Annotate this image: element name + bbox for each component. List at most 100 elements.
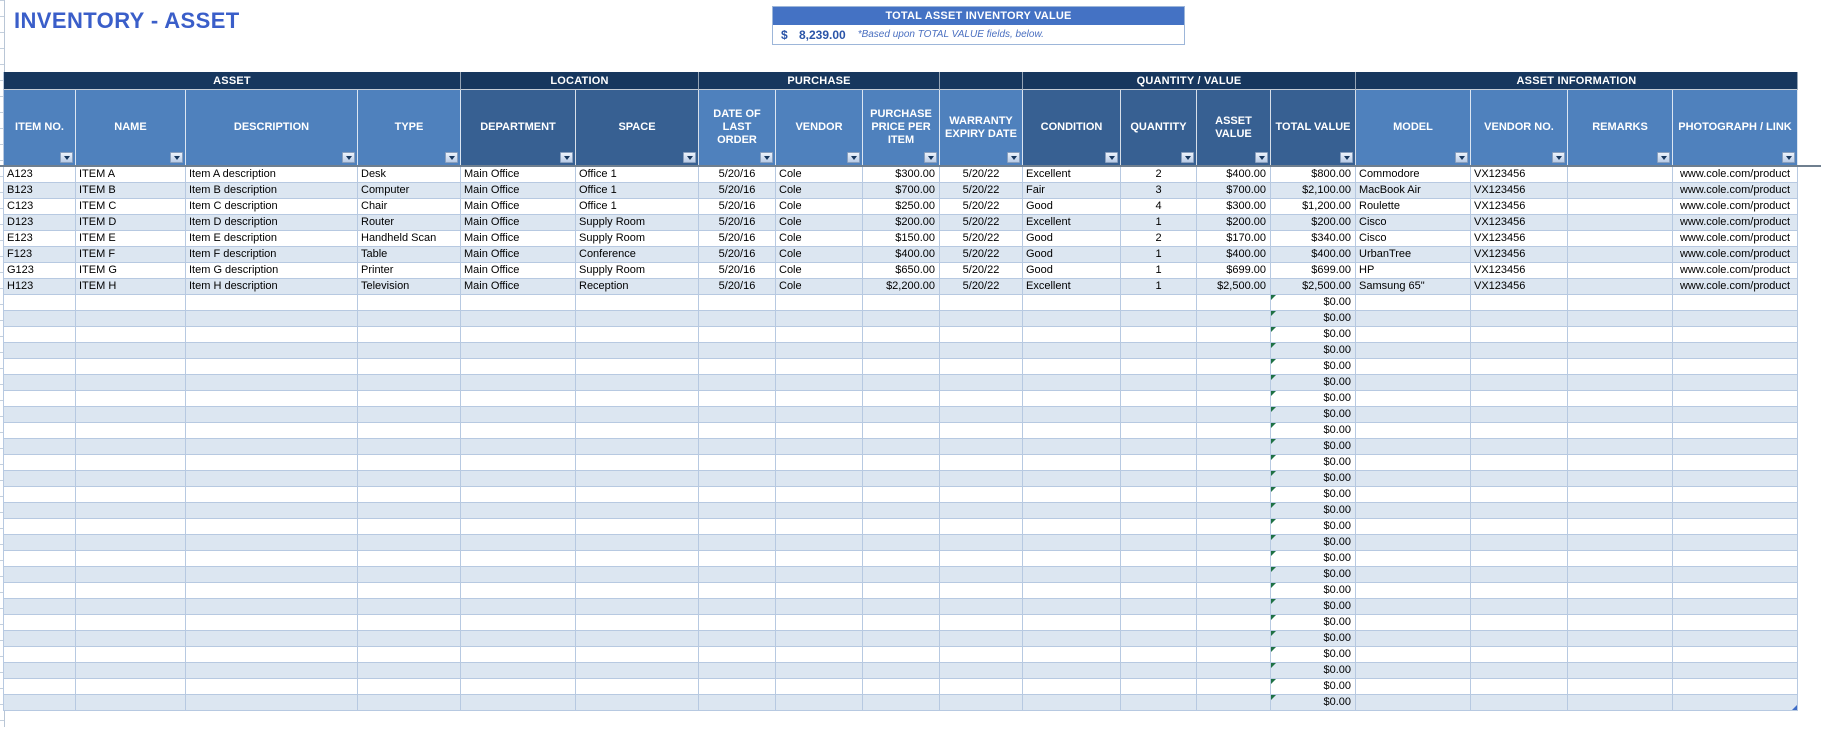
cell-asset-value[interactable]: $170.00 <box>1197 231 1271 247</box>
cell-asset-value[interactable] <box>1197 679 1271 695</box>
cell-condition[interactable] <box>1023 551 1121 567</box>
cell-model[interactable]: UrbanTree <box>1356 247 1471 263</box>
cell-purchase-price-per-item[interactable] <box>863 599 940 615</box>
cell-name[interactable] <box>76 487 186 503</box>
cell-space[interactable] <box>576 423 699 439</box>
cell-space[interactable] <box>576 343 699 359</box>
cell-asset-value[interactable] <box>1197 471 1271 487</box>
cell-asset-value[interactable] <box>1197 391 1271 407</box>
cell-photograph-link[interactable] <box>1673 551 1798 567</box>
cell-date-of-last-order[interactable] <box>699 695 776 711</box>
cell-type[interactable] <box>358 679 461 695</box>
cell-vendor[interactable] <box>776 567 863 583</box>
cell-condition[interactable]: Good <box>1023 199 1121 215</box>
cell-model[interactable]: Roulette <box>1356 199 1471 215</box>
cell-warranty-expiry-date[interactable] <box>940 695 1023 711</box>
cell-item-no[interactable] <box>4 407 76 423</box>
cell-vendor-no[interactable] <box>1471 295 1568 311</box>
cell-model[interactable]: Cisco <box>1356 215 1471 231</box>
cell-item-no[interactable]: B123 <box>4 183 76 199</box>
cell-vendor[interactable] <box>776 551 863 567</box>
cell-description[interactable] <box>186 455 358 471</box>
cell-total-value[interactable]: $0.00 <box>1271 359 1356 375</box>
cell-department[interactable] <box>461 487 576 503</box>
cell-item-no[interactable]: A123 <box>4 167 76 183</box>
cell-vendor-no[interactable] <box>1471 439 1568 455</box>
filter-button-purchase-price-per-item[interactable] <box>924 152 937 163</box>
cell-purchase-price-per-item[interactable] <box>863 583 940 599</box>
cell-vendor[interactable]: Cole <box>776 215 863 231</box>
cell-remarks[interactable] <box>1568 695 1673 711</box>
cell-photograph-link[interactable] <box>1673 359 1798 375</box>
cell-quantity[interactable] <box>1121 583 1197 599</box>
cell-item-no[interactable] <box>4 455 76 471</box>
cell-description[interactable]: Item A description <box>186 167 358 183</box>
cell-asset-value[interactable]: $300.00 <box>1197 199 1271 215</box>
cell-type[interactable] <box>358 647 461 663</box>
cell-date-of-last-order[interactable] <box>699 503 776 519</box>
cell-department[interactable]: Main Office <box>461 167 576 183</box>
cell-photograph-link[interactable] <box>1673 663 1798 679</box>
cell-model[interactable] <box>1356 407 1471 423</box>
cell-vendor[interactable]: Cole <box>776 199 863 215</box>
cell-vendor[interactable] <box>776 359 863 375</box>
cell-photograph-link[interactable] <box>1673 407 1798 423</box>
cell-asset-value[interactable] <box>1197 599 1271 615</box>
cell-description[interactable]: Item H description <box>186 279 358 295</box>
cell-name[interactable] <box>76 679 186 695</box>
cell-department[interactable] <box>461 503 576 519</box>
cell-asset-value[interactable] <box>1197 359 1271 375</box>
cell-vendor-no[interactable] <box>1471 535 1568 551</box>
cell-space[interactable] <box>576 567 699 583</box>
cell-type[interactable] <box>358 471 461 487</box>
cell-purchase-price-per-item[interactable] <box>863 679 940 695</box>
cell-condition[interactable] <box>1023 359 1121 375</box>
cell-purchase-price-per-item[interactable] <box>863 439 940 455</box>
cell-quantity[interactable] <box>1121 535 1197 551</box>
cell-name[interactable] <box>76 599 186 615</box>
cell-item-no[interactable] <box>4 647 76 663</box>
cell-quantity[interactable]: 2 <box>1121 167 1197 183</box>
cell-total-value[interactable]: $0.00 <box>1271 583 1356 599</box>
cell-department[interactable] <box>461 631 576 647</box>
cell-asset-value[interactable] <box>1197 327 1271 343</box>
cell-warranty-expiry-date[interactable]: 5/20/22 <box>940 247 1023 263</box>
cell-model[interactable] <box>1356 695 1471 711</box>
cell-quantity[interactable] <box>1121 647 1197 663</box>
cell-asset-value[interactable] <box>1197 567 1271 583</box>
cell-space[interactable]: Conference <box>576 247 699 263</box>
cell-photograph-link[interactable] <box>1673 599 1798 615</box>
cell-model[interactable] <box>1356 327 1471 343</box>
cell-total-value[interactable]: $2,500.00 <box>1271 279 1356 295</box>
cell-item-no[interactable] <box>4 423 76 439</box>
cell-item-no[interactable] <box>4 679 76 695</box>
cell-purchase-price-per-item[interactable] <box>863 631 940 647</box>
cell-remarks[interactable] <box>1568 231 1673 247</box>
cell-item-no[interactable] <box>4 439 76 455</box>
cell-remarks[interactable] <box>1568 455 1673 471</box>
cell-photograph-link[interactable]: www.cole.com/product <box>1673 183 1798 199</box>
cell-department[interactable] <box>461 615 576 631</box>
cell-vendor[interactable] <box>776 615 863 631</box>
cell-item-no[interactable] <box>4 503 76 519</box>
cell-photograph-link[interactable] <box>1673 391 1798 407</box>
cell-name[interactable]: ITEM C <box>76 199 186 215</box>
cell-item-no[interactable] <box>4 583 76 599</box>
cell-space[interactable] <box>576 391 699 407</box>
filter-button-asset-value[interactable] <box>1255 152 1268 163</box>
cell-name[interactable]: ITEM G <box>76 263 186 279</box>
cell-quantity[interactable] <box>1121 615 1197 631</box>
cell-name[interactable]: ITEM H <box>76 279 186 295</box>
cell-warranty-expiry-date[interactable] <box>940 663 1023 679</box>
cell-item-no[interactable]: D123 <box>4 215 76 231</box>
cell-warranty-expiry-date[interactable]: 5/20/22 <box>940 183 1023 199</box>
cell-remarks[interactable] <box>1568 375 1673 391</box>
cell-photograph-link[interactable] <box>1673 343 1798 359</box>
cell-warranty-expiry-date[interactable] <box>940 503 1023 519</box>
cell-total-value[interactable]: $0.00 <box>1271 439 1356 455</box>
cell-warranty-expiry-date[interactable] <box>940 599 1023 615</box>
cell-model[interactable] <box>1356 295 1471 311</box>
cell-type[interactable] <box>358 567 461 583</box>
cell-vendor-no[interactable]: VX123456 <box>1471 167 1568 183</box>
cell-condition[interactable]: Excellent <box>1023 215 1121 231</box>
